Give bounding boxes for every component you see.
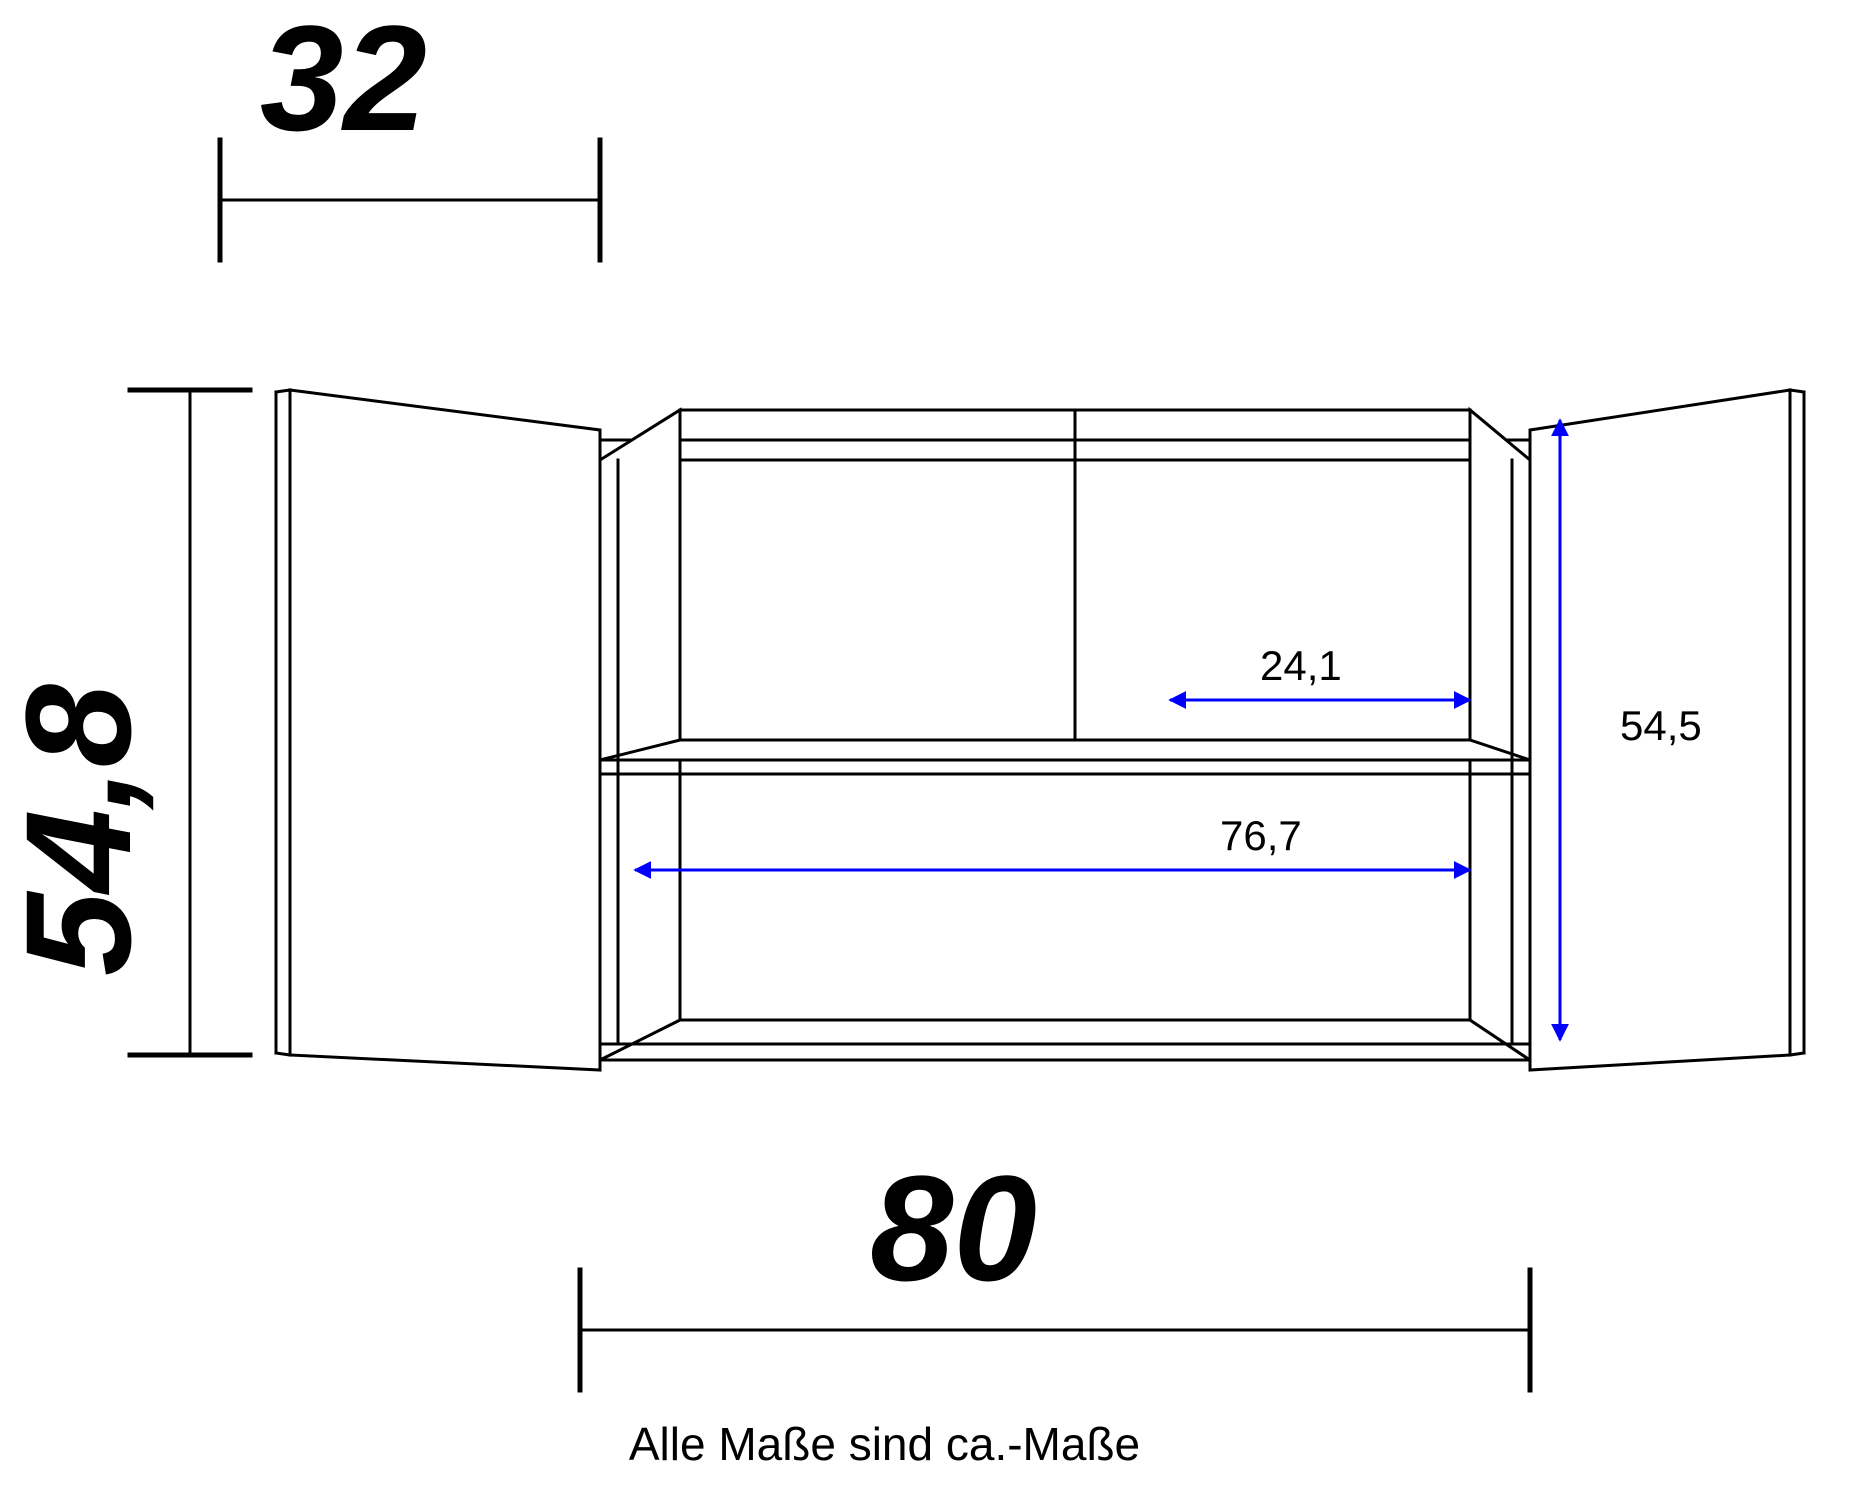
dim-inner-shelf-depth: 24,1 (1260, 642, 1342, 689)
dim-inner-width: 76,7 (1220, 812, 1302, 859)
dim-height: 54,8 (0, 683, 162, 976)
technical-drawing: 32 54,8 80 24,1 76,7 54,5 Alle Maße sind ca.-M… (0, 0, 1849, 1492)
dim-depth: 32 (260, 0, 427, 162)
dim-inner-height: 54,5 (1620, 702, 1702, 749)
dim-width: 80 (870, 1144, 1037, 1312)
caption: Alle Maße sind ca.-Maße (629, 1418, 1140, 1470)
